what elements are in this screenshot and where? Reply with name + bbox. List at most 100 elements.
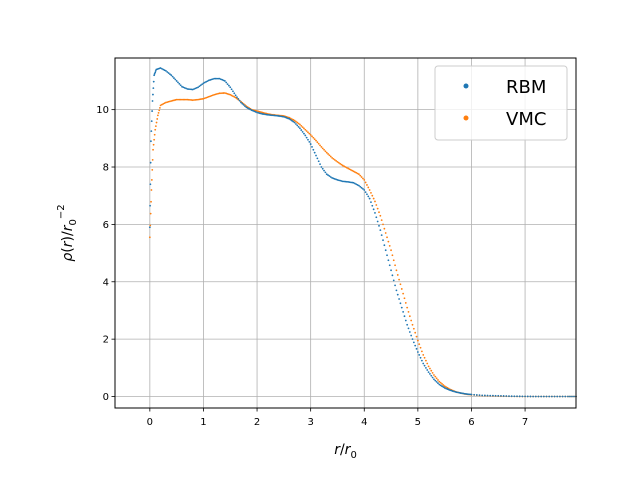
y-tick-label: 4	[103, 277, 109, 288]
point-rbm-dense	[463, 392, 466, 395]
point-vmc-dense	[189, 98, 191, 101]
point-rbm	[165, 70, 167, 72]
point-rbm-dense	[414, 344, 417, 347]
point-vmc-dense	[157, 111, 160, 114]
point-vmc	[181, 98, 183, 101]
point-vmc-dense	[323, 148, 325, 151]
point-vmc-dense	[403, 297, 406, 300]
point-rbm-dense	[371, 204, 374, 207]
point-rbm-dense	[386, 254, 388, 257]
point-vmc-dense	[301, 126, 304, 129]
point-rbm	[352, 181, 355, 184]
point-rbm-dense	[442, 386, 445, 388]
point-rbm	[277, 115, 280, 117]
point-rbm-dense	[248, 107, 250, 110]
point-rbm-dense	[439, 384, 442, 387]
point-vmc-dense	[429, 367, 431, 370]
point-vmc	[427, 365, 430, 368]
point-vmc	[309, 133, 312, 136]
point-vmc-dense	[380, 219, 383, 221]
point-rbm-dense	[153, 72, 156, 75]
point-vmc-dense	[303, 127, 305, 130]
point-rbm	[545, 395, 548, 398]
point-rbm-dense	[467, 393, 470, 396]
point-vmc-dense	[149, 224, 152, 227]
point-rbm-dense	[300, 129, 303, 131]
point-vmc-dense	[355, 171, 358, 174]
point-vmc-dense	[446, 386, 449, 389]
point-rbm-dense	[280, 115, 283, 118]
point-vmc-dense	[353, 171, 356, 173]
point-rbm-dense	[360, 186, 363, 189]
point-vmc-dense	[154, 125, 157, 128]
point-rbm-dense	[375, 216, 378, 219]
point-vmc-dense	[230, 94, 233, 97]
point-rbm-dense	[396, 293, 399, 296]
point-rbm-dense	[419, 356, 422, 359]
point-rbm-dense	[317, 160, 320, 163]
point-rbm-dense	[469, 393, 472, 396]
point-vmc-dense	[399, 283, 402, 286]
point-vmc	[400, 288, 403, 290]
point-vmc-dense	[163, 102, 166, 105]
point-vmc-dense	[307, 131, 309, 134]
point-rbm-dense	[228, 84, 230, 87]
point-rbm-dense	[237, 97, 240, 100]
point-rbm-dense	[494, 394, 497, 397]
point-rbm	[384, 249, 387, 252]
point-vmc-dense	[193, 99, 195, 101]
point-vmc-dense	[308, 132, 311, 135]
point-rbm-dense	[233, 92, 236, 95]
point-vmc-dense	[445, 386, 447, 388]
point-vmc-dense	[378, 211, 380, 214]
point-rbm-dense	[383, 244, 386, 247]
point-vmc-dense	[344, 166, 347, 168]
point-rbm-dense	[281, 115, 284, 118]
point-vmc-dense	[370, 191, 372, 194]
point-vmc-dense	[408, 315, 411, 318]
point-vmc-dense	[414, 331, 417, 334]
point-vmc-dense	[412, 327, 415, 330]
x-tick-label: 3	[307, 417, 313, 428]
point-vmc-dense	[343, 165, 346, 168]
point-vmc-dense	[367, 186, 370, 189]
point-vmc-dense	[392, 259, 395, 262]
point-rbm-dense	[423, 364, 426, 367]
point-rbm-dense	[269, 114, 272, 116]
point-vmc	[304, 128, 307, 131]
point-vmc-dense	[356, 172, 359, 175]
point-vmc-dense	[324, 150, 327, 153]
point-rbm-dense	[366, 193, 368, 196]
point-rbm	[309, 143, 312, 145]
point-vmc-dense	[291, 118, 293, 121]
point-vmc-dense	[442, 384, 445, 386]
point-rbm-dense	[297, 125, 300, 128]
point-rbm-dense	[162, 68, 165, 71]
point-rbm-dense	[276, 114, 279, 117]
data-points	[148, 67, 577, 398]
point-vmc-dense	[441, 383, 443, 385]
point-rbm-dense	[273, 114, 276, 117]
point-rbm	[202, 82, 205, 85]
point-rbm	[272, 114, 275, 117]
point-vmc	[175, 98, 178, 101]
point-rbm	[470, 393, 473, 396]
point-rbm	[261, 113, 264, 115]
point-rbm-dense	[171, 75, 174, 78]
point-vmc-dense	[151, 158, 154, 161]
point-rbm-dense	[489, 394, 492, 397]
point-rbm-dense	[571, 395, 573, 398]
point-vmc-dense	[388, 245, 391, 247]
point-rbm-dense	[553, 395, 556, 398]
point-rbm	[556, 395, 559, 398]
point-rbm	[148, 226, 151, 229]
point-rbm-dense	[161, 67, 163, 70]
series-rbm	[148, 67, 577, 398]
point-rbm-dense	[355, 183, 358, 186]
point-vmc-dense	[349, 168, 352, 171]
point-vmc-dense	[396, 274, 399, 276]
point-rbm	[534, 395, 537, 398]
point-vmc-dense	[423, 356, 426, 359]
point-rbm	[363, 189, 366, 191]
